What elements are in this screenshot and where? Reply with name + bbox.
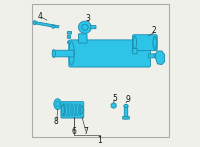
Ellipse shape (62, 105, 64, 115)
Ellipse shape (56, 101, 59, 107)
Ellipse shape (154, 54, 159, 58)
Ellipse shape (133, 36, 136, 49)
Ellipse shape (154, 37, 156, 48)
Text: 5: 5 (112, 94, 117, 103)
Text: 9: 9 (126, 95, 130, 104)
FancyBboxPatch shape (67, 32, 72, 34)
Ellipse shape (69, 42, 74, 65)
Text: 7: 7 (83, 127, 88, 136)
Ellipse shape (68, 41, 71, 44)
FancyBboxPatch shape (78, 34, 87, 43)
Ellipse shape (78, 21, 91, 33)
Text: 8: 8 (54, 117, 58, 126)
Text: 3: 3 (85, 14, 90, 23)
FancyBboxPatch shape (53, 50, 74, 57)
Text: 1: 1 (98, 136, 102, 145)
Ellipse shape (82, 24, 88, 30)
Polygon shape (156, 51, 165, 65)
FancyBboxPatch shape (133, 35, 157, 51)
FancyBboxPatch shape (61, 102, 84, 118)
Polygon shape (34, 21, 59, 28)
Ellipse shape (52, 50, 55, 57)
FancyBboxPatch shape (123, 116, 129, 119)
FancyBboxPatch shape (67, 35, 71, 38)
Text: 6: 6 (72, 127, 77, 136)
Text: 4: 4 (38, 12, 42, 21)
Ellipse shape (54, 99, 61, 110)
Ellipse shape (124, 104, 128, 108)
Ellipse shape (153, 36, 157, 49)
FancyBboxPatch shape (124, 106, 128, 119)
Ellipse shape (52, 25, 55, 28)
FancyBboxPatch shape (90, 26, 96, 29)
Ellipse shape (33, 21, 36, 25)
Text: 2: 2 (152, 26, 156, 35)
FancyBboxPatch shape (69, 40, 151, 67)
FancyBboxPatch shape (133, 48, 137, 54)
Ellipse shape (81, 106, 83, 114)
FancyBboxPatch shape (148, 54, 156, 58)
